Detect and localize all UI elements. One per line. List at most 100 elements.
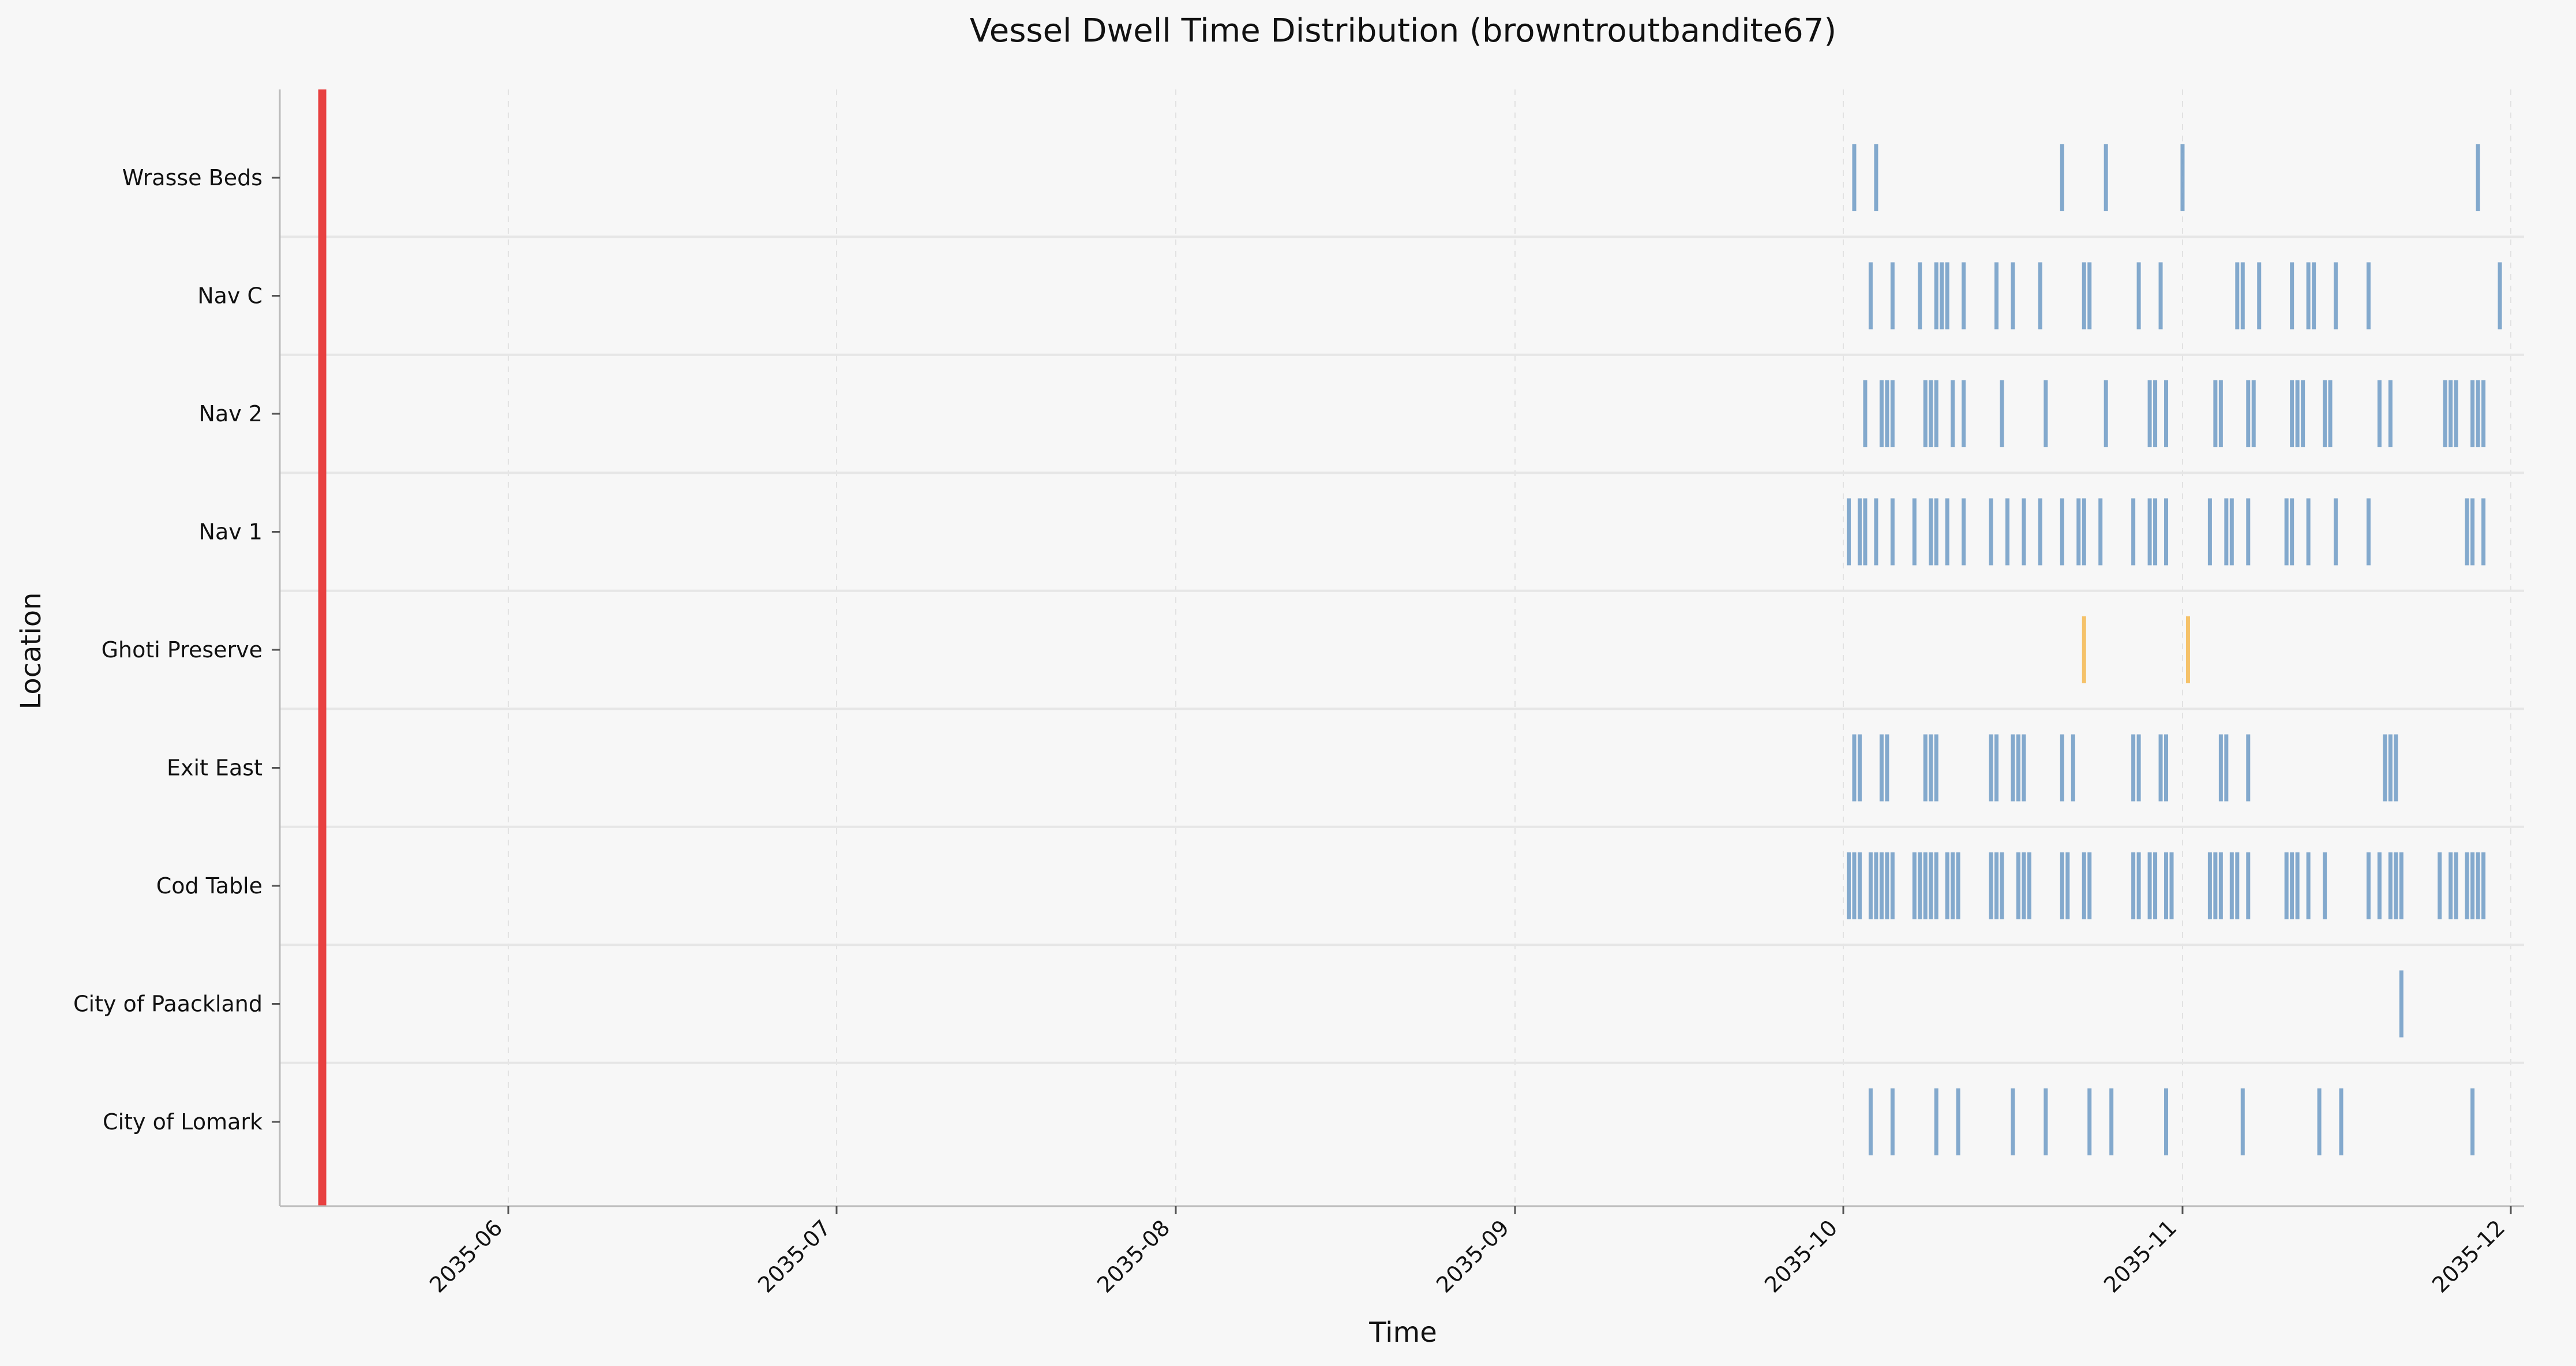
event-mark	[2470, 1088, 2475, 1155]
event-mark	[1918, 262, 1922, 330]
event-mark	[2224, 734, 2229, 802]
event-mark	[2366, 262, 2371, 330]
event-mark	[2312, 262, 2316, 330]
event-mark	[2448, 380, 2453, 447]
event-mark	[1929, 852, 1933, 919]
event-mark	[2213, 380, 2218, 447]
event-mark	[1852, 734, 1857, 802]
event-mark	[2481, 498, 2486, 566]
event-mark	[2043, 1088, 2048, 1155]
event-mark	[2470, 498, 2475, 566]
event-mark	[2498, 262, 2502, 330]
event-mark	[2131, 498, 2136, 566]
event-mark	[1934, 262, 1938, 330]
event-mark	[1994, 852, 1999, 919]
event-mark	[2394, 734, 2398, 802]
event-mark	[2317, 1088, 2322, 1155]
event-mark	[2454, 380, 2458, 447]
event-layer	[1846, 144, 2502, 1155]
event-mark	[2240, 262, 2245, 330]
event-mark	[2103, 380, 2108, 447]
event-mark	[2016, 852, 2020, 919]
event-mark	[1846, 498, 1851, 566]
event-mark	[1951, 852, 1955, 919]
event-mark	[2087, 1088, 2092, 1155]
event-mark	[2399, 970, 2403, 1038]
event-mark	[1940, 262, 1944, 330]
event-mark	[1994, 734, 1999, 802]
event-mark	[2038, 498, 2042, 566]
event-mark	[2394, 852, 2398, 919]
event-mark	[2082, 616, 2086, 683]
event-mark	[2005, 498, 2010, 566]
event-mark	[1879, 852, 1884, 919]
event-mark	[1846, 852, 1851, 919]
event-mark	[2016, 734, 2020, 802]
event-mark	[2087, 262, 2092, 330]
event-mark	[2290, 262, 2294, 330]
event-mark	[1874, 144, 1878, 211]
event-mark	[2022, 498, 2026, 566]
y-tick-label: Wrasse Beds	[122, 165, 263, 190]
event-mark	[2169, 852, 2174, 919]
event-mark	[1923, 852, 1928, 919]
event-mark	[1945, 262, 1949, 330]
y-tick-layer: Wrasse Beds Nav C Nav 2 Nav 1 Ghoti Preserve…	[73, 165, 280, 1135]
event-mark	[2465, 498, 2469, 566]
event-mark	[2136, 262, 2141, 330]
event-mark	[2011, 734, 2015, 802]
event-mark	[2136, 734, 2141, 802]
event-mark	[1890, 262, 1895, 330]
event-mark	[2164, 852, 2169, 919]
event-mark	[2476, 852, 2480, 919]
event-mark	[2388, 852, 2393, 919]
event-mark	[2147, 498, 2152, 566]
event-mark	[1885, 380, 1889, 447]
event-mark	[1934, 380, 1938, 447]
event-mark	[2109, 1088, 2114, 1155]
event-mark	[1934, 498, 1938, 566]
event-mark	[1962, 262, 1966, 330]
event-mark	[2213, 852, 2218, 919]
event-mark	[2147, 380, 2152, 447]
event-mark	[2207, 852, 2212, 919]
event-mark	[2290, 498, 2294, 566]
event-mark	[2481, 852, 2486, 919]
event-mark	[2027, 852, 2031, 919]
event-mark	[2076, 498, 2081, 566]
event-mark	[2366, 852, 2371, 919]
event-mark	[1874, 852, 1878, 919]
event-mark	[1879, 734, 1884, 802]
event-mark	[1857, 852, 1862, 919]
event-mark	[2399, 852, 2403, 919]
event-mark	[2082, 852, 2086, 919]
event-mark	[2251, 380, 2256, 447]
event-mark	[1934, 1088, 1938, 1155]
event-mark	[2246, 498, 2251, 566]
event-mark	[2284, 498, 2289, 566]
event-mark	[2022, 734, 2026, 802]
event-mark	[2388, 380, 2393, 447]
event-mark	[1879, 380, 1884, 447]
event-mark	[2060, 852, 2064, 919]
event-mark	[2295, 380, 2300, 447]
event-mark	[1868, 1088, 1873, 1155]
event-mark	[1989, 734, 1993, 802]
event-mark	[2481, 380, 2486, 447]
event-mark	[1929, 380, 1933, 447]
y-tick-label: City of Paackland	[73, 991, 263, 1017]
event-mark	[1857, 734, 1862, 802]
event-mark	[2164, 498, 2169, 566]
event-mark	[2218, 380, 2223, 447]
event-mark	[2334, 498, 2338, 566]
event-mark	[1852, 144, 1857, 211]
event-mark	[2038, 262, 2042, 330]
event-mark	[2164, 1088, 2169, 1155]
event-mark	[2082, 498, 2086, 566]
event-mark	[2158, 734, 2163, 802]
event-mark	[1989, 852, 1993, 919]
event-mark	[1863, 380, 1868, 447]
event-mark	[2098, 498, 2103, 566]
event-mark	[2153, 380, 2158, 447]
grid-layer	[508, 89, 2511, 1206]
